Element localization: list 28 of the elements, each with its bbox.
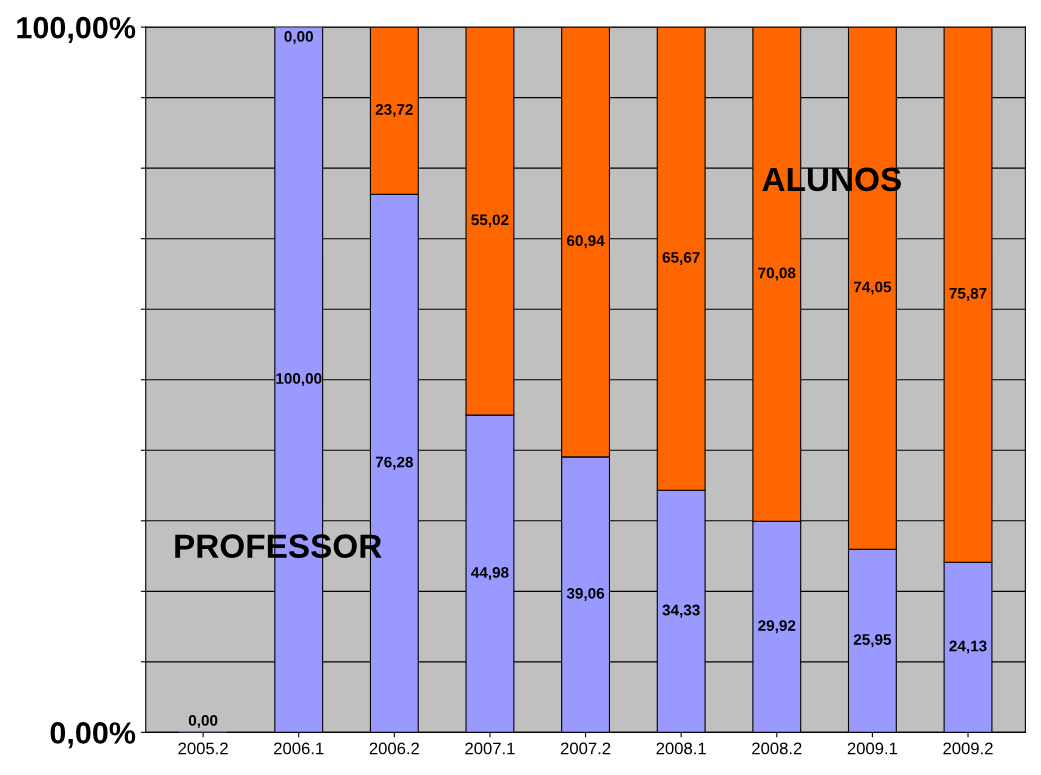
data-label: 25,95 xyxy=(853,634,892,648)
data-label: 65,67 xyxy=(662,251,700,266)
data-label: 0,00 xyxy=(188,715,218,729)
data-label: 60,94 xyxy=(567,235,605,249)
data-label: 55,02 xyxy=(471,214,509,228)
x-tick-label: 2005.2 xyxy=(178,742,228,755)
x-tick-label: 2008.1 xyxy=(656,742,706,755)
data-label: 34,33 xyxy=(662,604,700,618)
x-tick-label: 2009.2 xyxy=(943,742,993,755)
x-tick-label: 2006.2 xyxy=(369,742,419,755)
data-label: 44,98 xyxy=(471,567,509,581)
x-tick-label: 2008.2 xyxy=(752,742,802,755)
data-label: 29,92 xyxy=(758,620,796,634)
x-tick-label: 2006.1 xyxy=(274,742,324,755)
x-tick-label: 2007.2 xyxy=(560,742,611,755)
x-tick-label: 2007.1 xyxy=(465,742,515,755)
y-tick-label: 0,00% xyxy=(50,722,136,749)
data-label: 74,05 xyxy=(853,281,892,295)
data-label: 0,00 xyxy=(284,31,313,45)
data-label: 100,00 xyxy=(276,373,322,387)
data-label: 76,28 xyxy=(375,456,413,470)
data-label: 39,06 xyxy=(566,587,605,601)
data-label: 75,87 xyxy=(949,287,987,301)
data-label: 70,08 xyxy=(758,267,796,281)
x-tick-label: 2009.1 xyxy=(847,742,898,755)
y-tick-label: 100,00% xyxy=(17,16,136,43)
data-label: 24,13 xyxy=(949,640,987,654)
data-label: 23,72 xyxy=(375,104,413,118)
